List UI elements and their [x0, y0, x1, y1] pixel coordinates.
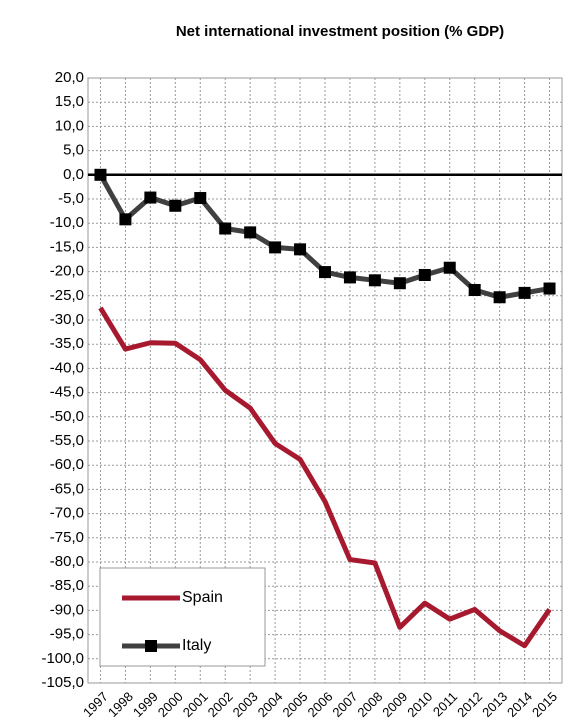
x-tick-label: 2011 — [430, 689, 460, 719]
marker — [319, 266, 331, 279]
marker — [443, 261, 456, 274]
x-tick-label: 2007 — [329, 689, 360, 720]
y-tick-label: 0,0 — [63, 166, 84, 183]
marker — [194, 192, 207, 205]
y-tick-label: -20,0 — [50, 263, 84, 280]
marker — [468, 283, 481, 296]
marker — [219, 222, 232, 235]
x-tick-label: 1999 — [130, 689, 161, 720]
x-tick-label: 2004 — [255, 689, 286, 720]
x-tick-label: 2001 — [180, 689, 211, 720]
x-tick-label: 2014 — [504, 689, 535, 720]
legend-label: Spain — [182, 589, 223, 606]
marker — [144, 191, 157, 204]
x-tick-label: 2013 — [479, 689, 510, 720]
y-tick-label: -40,0 — [50, 359, 84, 376]
plot-border — [87, 77, 563, 684]
marker — [493, 291, 506, 304]
y-tick-label: -30,0 — [50, 311, 84, 328]
marker — [518, 286, 531, 299]
y-tick-label: -10,0 — [50, 214, 84, 231]
x-tick-label: 1998 — [105, 689, 136, 720]
y-tick-label: -95,0 — [50, 626, 84, 643]
y-tick-label: -15,0 — [50, 238, 84, 255]
x-tick-label: 2009 — [379, 689, 410, 720]
y-tick-label: -75,0 — [50, 529, 84, 546]
legend-label: Italy — [182, 637, 211, 654]
marker — [119, 213, 132, 226]
legend-box — [99, 567, 266, 667]
marker — [294, 243, 307, 256]
y-tick-label: -45,0 — [50, 384, 84, 401]
marker — [343, 271, 356, 284]
marker — [269, 241, 282, 254]
x-tick-label: 2005 — [280, 689, 311, 720]
y-tick-label: -50,0 — [50, 408, 84, 425]
marker — [393, 277, 406, 290]
y-tick-label: -85,0 — [50, 577, 84, 594]
y-tick-label: -70,0 — [50, 505, 84, 522]
marker — [368, 274, 381, 287]
y-tick-label: 15,0 — [55, 93, 84, 110]
y-tick-label: -90,0 — [50, 601, 84, 618]
x-tick-label: 2000 — [155, 689, 186, 720]
x-tick-label: 2008 — [354, 689, 385, 720]
x-tick-label: 2010 — [404, 689, 435, 720]
chart-title: Net international investment position (%… — [176, 23, 504, 40]
x-tick-label: 2002 — [205, 689, 236, 720]
y-tick-label: -55,0 — [50, 432, 84, 449]
x-tick-label: 2012 — [454, 689, 485, 720]
legend-marker — [145, 640, 157, 652]
y-tick-label: 20,0 — [55, 69, 84, 86]
y-tick-label: -5,0 — [58, 190, 84, 207]
y-tick-label: 10,0 — [55, 117, 84, 134]
marker — [543, 282, 556, 295]
y-tick-label: -105,0 — [41, 674, 84, 691]
y-tick-label: -60,0 — [50, 456, 84, 473]
y-tick-label: -80,0 — [50, 553, 84, 570]
marker — [169, 199, 182, 212]
x-tick-label: 2006 — [304, 689, 335, 720]
x-tick-label: 2015 — [529, 689, 560, 720]
y-tick-label: -100,0 — [41, 650, 84, 667]
marker — [94, 168, 107, 181]
y-tick-label: 5,0 — [63, 142, 84, 159]
marker — [244, 226, 257, 239]
marker — [418, 268, 431, 281]
x-tick-label: 1997 — [80, 689, 111, 720]
series-line — [98, 306, 552, 649]
x-tick-label: 2003 — [230, 689, 261, 720]
y-tick-label: -65,0 — [50, 480, 84, 497]
y-tick-label: -35,0 — [50, 335, 84, 352]
y-tick-label: -25,0 — [50, 287, 84, 304]
